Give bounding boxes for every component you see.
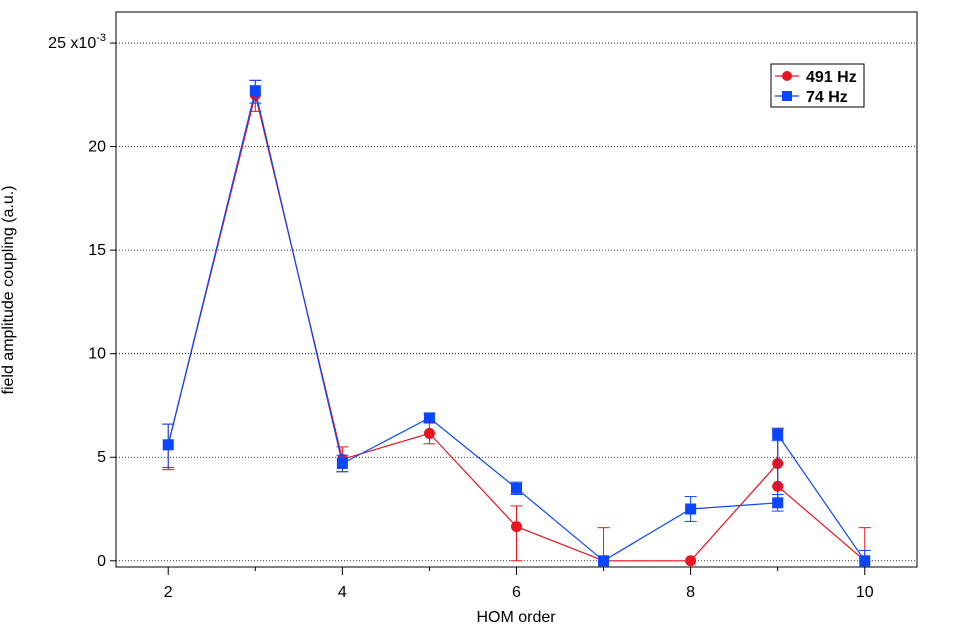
x-tick-label: 8 [686,584,695,601]
x-tick-label: 10 [856,584,874,601]
legend-entry-74hz: 74 Hz [806,89,848,106]
data-point [423,427,435,439]
y-tick-label: 20 [88,139,106,156]
data-point [511,521,522,533]
legend-marker-74hz [782,91,792,101]
x-tick-label: 4 [338,584,347,601]
legend-entry-491hz: 491 Hz [806,69,857,86]
x-tick-label: 2 [164,584,173,601]
y-tick-label: 10 [88,346,106,363]
y-tick-label: 0 [97,553,106,570]
data-point [772,428,784,440]
axis-ticks: 0 5 10 15 20 25 x10-3 2 4 6 8 10 [48,32,874,601]
y-tick-label: 15 [88,242,106,259]
data-point [685,503,697,515]
data-point [511,482,522,494]
y-tick-label: 25 x10-3 [48,32,106,52]
y-axis-label: field amplitude coupling (a.u.) [0,185,17,394]
data-point [859,555,871,567]
series-line [167,90,866,562]
data-point [249,85,261,97]
data-point [162,439,174,451]
series-layer [162,79,871,567]
legend: 491 Hz 74 Hz [770,63,865,108]
x-axis-label: HOM order [476,609,556,626]
data-point [336,457,348,469]
y-tick-label: 5 [97,449,106,466]
legend-marker-491hz [782,71,792,81]
data-point [685,555,697,567]
data-point [772,497,784,509]
data-point [598,555,610,567]
x-tick-label: 6 [512,584,521,601]
series-74-hz [162,79,871,567]
data-point [423,412,435,424]
